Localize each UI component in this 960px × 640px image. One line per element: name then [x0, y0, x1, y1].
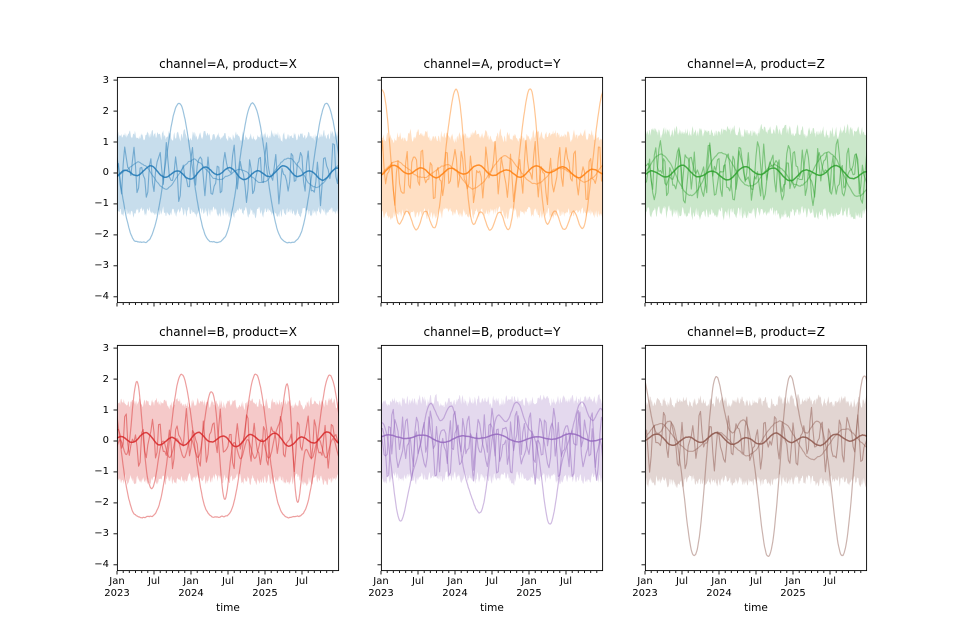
- series-line-yearly-seasonal: [117, 102, 339, 244]
- x-tick-label: Jan 2024: [442, 576, 468, 599]
- y-tick-label: −4: [94, 559, 109, 571]
- y-tick-label: 0: [102, 435, 109, 447]
- series-line-mean: [645, 164, 867, 182]
- plot-series-group: [381, 393, 603, 525]
- y-tick-label: −3: [94, 528, 109, 540]
- y-tick-label: 3: [102, 342, 109, 354]
- subplot-title: channel=B, product=Z: [687, 325, 825, 339]
- y-tick-label: 1: [102, 136, 109, 148]
- series-line-mean: [645, 431, 867, 447]
- subplot-channel-b-product-y: channel=B, product=Y time Jan 2023 Jul Jan 2…: [368, 325, 604, 614]
- series-line-short-cycle: [117, 142, 339, 207]
- axes-spines: [644, 344, 868, 572]
- series-line-slow-drift: [117, 157, 339, 190]
- axes-spines: [644, 76, 868, 304]
- x-tick-label: Jul: [295, 576, 309, 587]
- plot-series-group: [117, 102, 339, 244]
- series-line-short-cycle: [645, 406, 867, 473]
- plot-svg: [113, 344, 340, 575]
- series-line-mean: [381, 432, 603, 444]
- y-tick-label: 2: [102, 105, 109, 117]
- series-line-yearly-seasonal: [645, 375, 867, 557]
- plot-svg: [641, 344, 868, 575]
- x-tick-label: Jan 2023: [104, 576, 130, 599]
- subplot-title: channel=A, product=X: [159, 57, 297, 71]
- x-tick-label: Jan 2023: [368, 576, 394, 599]
- series-line-slow-drift: [645, 420, 867, 461]
- x-axis-label: time: [480, 602, 504, 614]
- y-tick-label: −4: [94, 291, 109, 303]
- series-line-short-cycle: [381, 411, 603, 473]
- plot-area: [377, 344, 604, 575]
- y-tick-label: −1: [94, 466, 109, 478]
- plot-area: [377, 76, 604, 307]
- y-tick-label: −1: [94, 198, 109, 210]
- x-tick-label: Jan 2024: [178, 576, 204, 599]
- x-tick-label: Jul: [749, 576, 763, 587]
- y-tick-label: 0: [102, 167, 109, 179]
- series-line-mean: [381, 164, 603, 179]
- x-tick-label: Jan 2024: [706, 576, 732, 599]
- y-tick-label: 3: [102, 74, 109, 86]
- subplot-channel-a-product-z: channel=A, product=Z: [641, 57, 868, 307]
- y-tick-label: −2: [94, 497, 109, 509]
- x-tick-label: Jul: [147, 576, 161, 587]
- axes-spines: [380, 76, 604, 304]
- x-tick-label: Jul: [411, 576, 425, 587]
- subplot-channel-a-product-x: channel=A, product=X 3 2 1 0 −1 −2 −3 −4: [94, 57, 340, 307]
- series-line-short-cycle: [117, 408, 339, 473]
- series-line-spike-seasonal: [117, 380, 339, 503]
- axes-spines: [116, 76, 340, 304]
- subplot-title: channel=B, product=Y: [423, 325, 561, 339]
- plot-series-group: [645, 123, 867, 221]
- plot-area: [641, 76, 868, 307]
- plot-area: [113, 344, 340, 575]
- plot-area: [113, 76, 340, 307]
- subplot-channel-b-product-z: channel=B, product=Z time Jan 2023 Jul Jan 2…: [632, 325, 868, 614]
- y-tick-label: −3: [94, 260, 109, 272]
- y-tick-label: 1: [102, 404, 109, 416]
- x-tick-label: Jan 2025: [516, 576, 542, 599]
- series-line-short-cycle: [645, 142, 867, 201]
- plot-series-group: [645, 375, 867, 557]
- x-tick-label: Jan 2025: [780, 576, 806, 599]
- subplot-title: channel=A, product=Y: [423, 57, 561, 71]
- x-axis-label: time: [744, 602, 768, 614]
- subplot-channel-b-product-x: channel=B, product=X time 3 2 1 0 −1 −2 −3 −4 Ja…: [94, 325, 340, 614]
- plot-area: [641, 344, 868, 575]
- series-line-slow-drift: [381, 155, 603, 190]
- x-tick-label: Jul: [675, 576, 689, 587]
- series-line-yearly-seasonal: [381, 88, 603, 231]
- plot-svg: [377, 344, 604, 575]
- plot-svg: [113, 76, 340, 307]
- y-tick-label: −2: [94, 229, 109, 241]
- x-tick-label: Jul: [221, 576, 235, 587]
- plot-series-group: [117, 373, 339, 519]
- plot-series-group: [381, 88, 603, 231]
- x-tick-label: Jul: [559, 576, 573, 587]
- subplot-title: channel=B, product=X: [159, 325, 297, 339]
- x-tick-label: Jan 2023: [632, 576, 658, 599]
- subplot-title: channel=A, product=Z: [687, 57, 825, 71]
- y-tick-label: 2: [102, 373, 109, 385]
- series-line-mean: [117, 164, 339, 182]
- uncertainty-band: [117, 128, 339, 219]
- uncertainty-band: [117, 396, 339, 487]
- series-line-short-cycle: [381, 139, 603, 206]
- x-tick-label: Jul: [485, 576, 499, 587]
- x-axis-label: time: [216, 602, 240, 614]
- x-tick-label: Jan 2025: [252, 576, 278, 599]
- subplot-channel-a-product-y: channel=A, product=Y: [377, 57, 604, 307]
- plot-svg: [377, 76, 604, 307]
- axes-spines: [380, 344, 604, 572]
- axes-spines: [116, 344, 340, 572]
- series-line-yearly-seasonal: [117, 373, 339, 519]
- series-line-mid-cycle: [381, 407, 603, 485]
- x-tick-label: Jul: [823, 576, 837, 587]
- plot-svg: [641, 76, 868, 307]
- series-line-mean: [117, 431, 339, 448]
